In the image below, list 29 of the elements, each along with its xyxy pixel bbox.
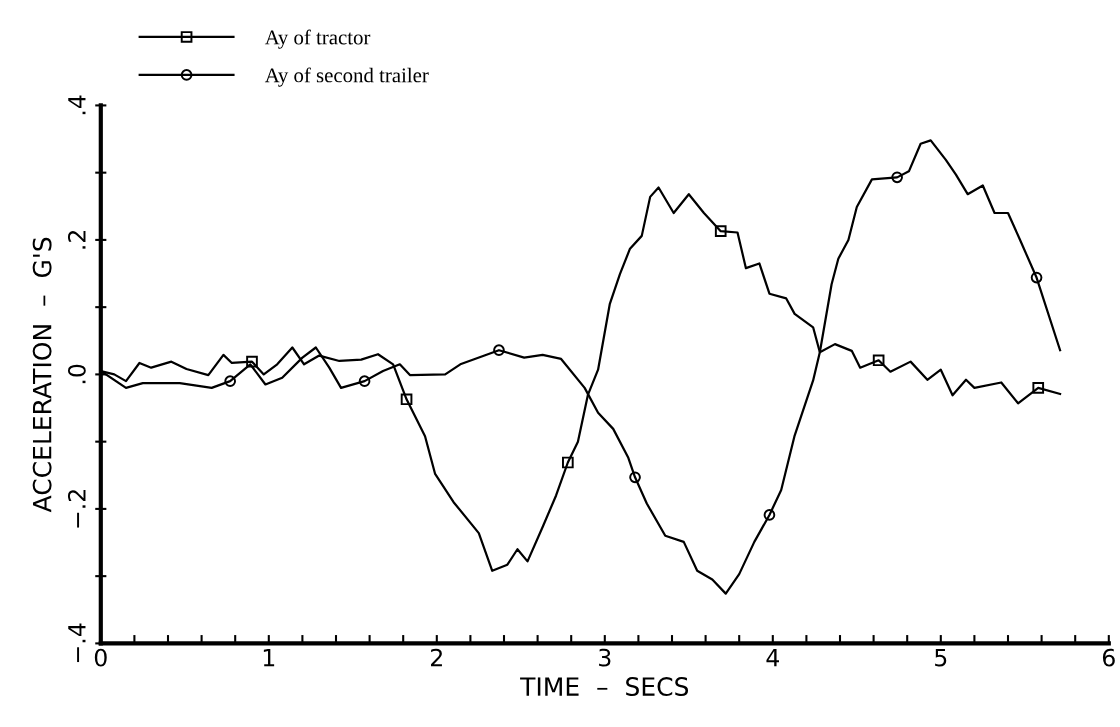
x-tick-label: 6 [1102, 648, 1115, 667]
y-tick-label: .2 [67, 231, 86, 249]
y-tick-label: −.2 [67, 490, 86, 528]
x-tick-label: 4 [766, 648, 779, 667]
point [358, 375, 371, 387]
x-tick-label: 3 [599, 648, 611, 667]
legend-label: Ay of tractor [264, 29, 371, 49]
x-tick-label: 5 [935, 648, 947, 667]
y-axis-title: ACCELERATION – G'S [32, 237, 52, 513]
point [493, 344, 505, 357]
x-tick-label: 1 [263, 648, 275, 667]
y-tick-label: .4 [68, 95, 86, 115]
point [763, 509, 776, 521]
legend-label: Ay of second trailer [264, 67, 429, 87]
point [714, 225, 727, 237]
x-tick-label: 2 [431, 648, 442, 667]
point [891, 171, 903, 184]
point [562, 456, 574, 469]
point [400, 393, 413, 406]
point [872, 354, 885, 367]
point [224, 375, 236, 387]
x-tick-label: 0 [94, 648, 107, 667]
point [1030, 271, 1043, 284]
point [629, 471, 641, 484]
point [1032, 382, 1045, 394]
point [246, 355, 258, 368]
x-axis-title: TIME – SECS [520, 677, 689, 697]
y-tick-label: .0 [67, 364, 86, 384]
y-tick-label: −.4 [68, 623, 86, 663]
